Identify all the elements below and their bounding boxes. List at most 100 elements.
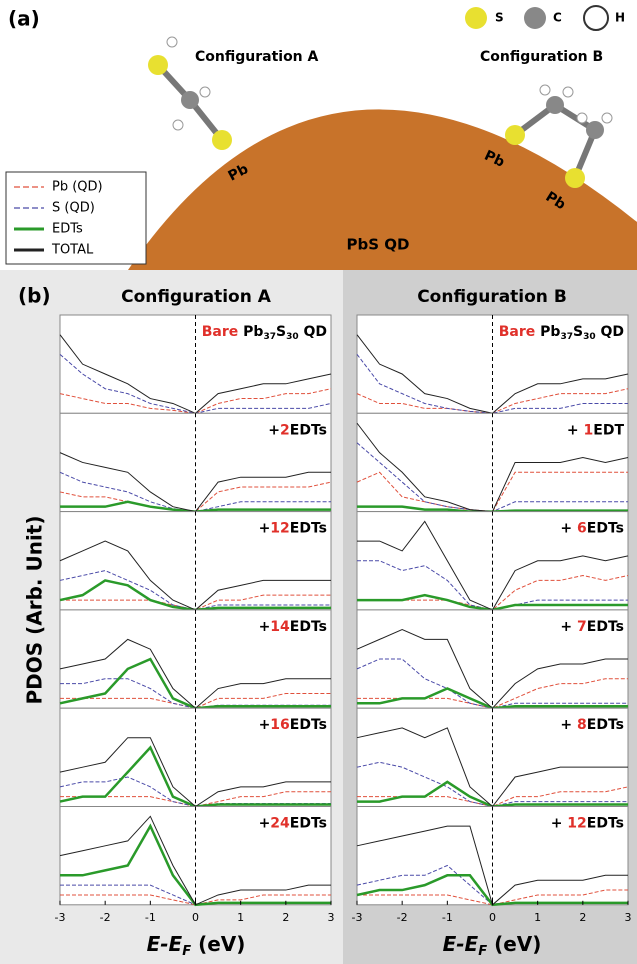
pdos-line	[59, 388, 332, 414]
panel-label: +16EDTs	[259, 717, 327, 733]
label-plus: +	[567, 422, 584, 438]
x-tick-label: -2	[397, 911, 408, 924]
label-plus: +	[259, 521, 271, 537]
label-plus: +	[560, 619, 577, 635]
label-formula: 30	[286, 332, 299, 342]
label-red: Bare	[499, 324, 536, 340]
label-plus: +	[551, 816, 568, 832]
quantum-dot	[128, 109, 637, 270]
atom-name: C	[553, 11, 562, 25]
x-label-sub: F	[182, 944, 191, 959]
label-plus: +	[259, 717, 271, 733]
panel-label: (a)	[8, 7, 40, 31]
pdos-line	[59, 481, 332, 513]
label-formula: QD	[596, 324, 624, 340]
panel-label: Bare Pb37S30 QD	[202, 324, 327, 342]
panel-label: (b)	[18, 284, 51, 308]
label-formula: 37	[263, 332, 276, 342]
pdos-line	[357, 889, 628, 906]
label-formula: S	[276, 324, 286, 340]
panel-label: +24EDTs	[259, 816, 327, 832]
atom-name: H	[615, 11, 625, 25]
label-rest: EDTs	[587, 521, 624, 537]
x-axis-label: E-EF (eV)	[443, 932, 542, 959]
pdos-line	[356, 354, 628, 414]
label-red: 12	[270, 521, 289, 537]
label-rest: EDTs	[290, 816, 327, 832]
x-tick-label: 1	[237, 911, 244, 924]
legend-label: EDTs	[52, 222, 83, 237]
column-title: Configuration B	[417, 287, 567, 307]
label-red: 8	[577, 717, 587, 733]
panel-label: + 8EDTs	[560, 717, 624, 733]
label-red: 7	[577, 619, 587, 635]
label-formula: QD	[299, 324, 327, 340]
panel-label: + 1EDT	[567, 422, 625, 438]
x-label-sub: F	[478, 944, 487, 959]
panel-label: + 12EDTs	[551, 816, 624, 832]
x-label-main: E-E	[443, 932, 479, 956]
pdos-line	[60, 894, 331, 906]
plots: Bare Pb37S30 QD+2EDTs+12EDTs+14EDTs+16ED…	[55, 314, 632, 924]
pdos-line	[60, 678, 331, 709]
label-formula: Pb	[243, 324, 263, 340]
label-red: 2	[280, 422, 290, 438]
x-tick-label: -3	[55, 911, 66, 924]
qd-label: PbS QD	[347, 236, 410, 254]
x-label-main: E-E	[147, 932, 183, 956]
pdos-line	[60, 594, 331, 611]
label-red: 6	[577, 521, 587, 537]
x-tick-label: 0	[192, 911, 199, 924]
label-red: Bare	[202, 324, 239, 340]
label-formula: Pb	[540, 324, 560, 340]
label-rest: EDTs	[290, 521, 327, 537]
label-formula: 37	[560, 332, 573, 342]
label-rest: EDT	[593, 422, 624, 438]
x-tick-label: 2	[282, 911, 289, 924]
molecule-b	[505, 84, 613, 188]
config-label: Configuration B	[480, 49, 603, 65]
x-tick-label: 3	[625, 911, 632, 924]
x-tick-label: -1	[442, 911, 453, 924]
label-plus: +	[560, 521, 577, 537]
atom-key	[465, 5, 609, 31]
label-rest: EDTs	[290, 422, 327, 438]
label-rest: EDTs	[587, 717, 624, 733]
legend: Pb (QD) S (QD) EDTs TOTAL	[14, 180, 103, 258]
label-plus: +	[560, 717, 577, 733]
panel-label: +2EDTs	[268, 422, 327, 438]
pdos-line	[60, 692, 331, 709]
panel-label: + 6EDTs	[560, 521, 624, 537]
label-plus: +	[259, 816, 271, 832]
label-plus: +	[259, 619, 271, 635]
label-red: 1	[584, 422, 594, 438]
label-plus: +	[268, 422, 280, 438]
label-red: 24	[270, 816, 290, 832]
molecule-a	[148, 36, 232, 150]
x-tick-label: 3	[328, 911, 335, 924]
label-rest: EDTs	[587, 619, 624, 635]
x-label-unit: (eV)	[191, 932, 245, 956]
panel-label: Bare Pb37S30 QD	[499, 324, 624, 342]
y-axis-label: PDOS (Arb. Unit)	[23, 515, 47, 704]
x-tick-label: -3	[352, 911, 363, 924]
label-rest: EDTs	[587, 816, 624, 832]
x-tick-label: -2	[100, 911, 111, 924]
label-red: 16	[270, 717, 289, 733]
pb-site: Pb	[482, 148, 507, 171]
panel-label: + 7EDTs	[560, 619, 624, 635]
x-axis-label: E-EF (eV)	[147, 932, 246, 959]
legend-label: TOTAL	[51, 243, 94, 258]
label-red: 14	[270, 619, 290, 635]
panel-label: +14EDTs	[259, 619, 327, 635]
atom-name: S	[495, 11, 504, 25]
legend-label: Pb (QD)	[52, 180, 103, 195]
label-rest: EDTs	[290, 619, 327, 635]
x-tick-label: 2	[579, 911, 586, 924]
panel-label: +12EDTs	[259, 521, 327, 537]
x-tick-label: -1	[145, 911, 156, 924]
label-red: 12	[567, 816, 586, 832]
label-rest: EDTs	[290, 717, 327, 733]
x-tick-label: 0	[489, 911, 496, 924]
